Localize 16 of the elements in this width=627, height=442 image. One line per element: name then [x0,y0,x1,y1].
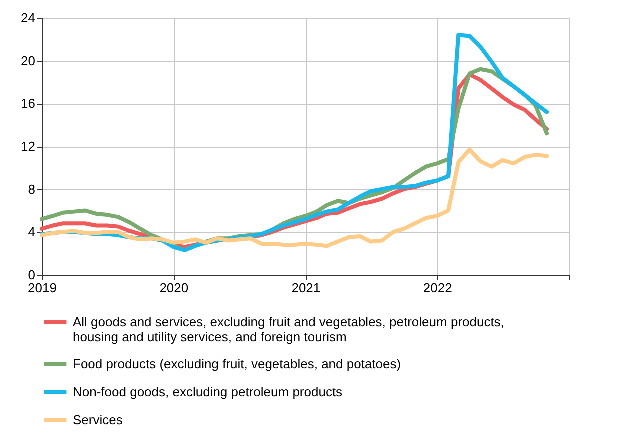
y-tick-label: 8 [28,182,36,197]
legend-label: Services [73,412,124,428]
x-tick-label: 2022 [423,280,452,296]
x-tick-label: 2020 [160,280,189,296]
x-tick-label: 2021 [292,280,321,296]
y-tick-label: 0 [28,268,36,282]
line-series [40,148,549,248]
y-tick-label: 24 [21,10,36,26]
y-tick-label: 12 [21,139,36,154]
legend-label: Non-food goods, excluding petroleum products [73,384,344,400]
x-tick-label: 2019 [28,280,57,296]
y-tick-label: 4 [28,224,36,240]
y-tick-label: 20 [21,53,36,68]
legend-label: All goods and services, excluding fruit and vegetables, petroleum products, housing and utility services, and foreign tourism [73,314,504,344]
y-tick-label: 16 [21,96,36,112]
legend-label: Food products (excluding fruit, vegetables, and potatoes) [73,356,402,372]
